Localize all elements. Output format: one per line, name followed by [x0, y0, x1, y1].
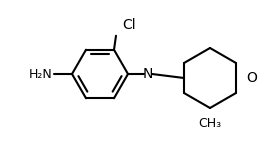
- Text: H₂N: H₂N: [28, 68, 52, 81]
- Text: Cl: Cl: [122, 18, 136, 32]
- Text: O: O: [246, 71, 257, 85]
- Text: N: N: [143, 67, 153, 81]
- Text: CH₃: CH₃: [198, 117, 222, 130]
